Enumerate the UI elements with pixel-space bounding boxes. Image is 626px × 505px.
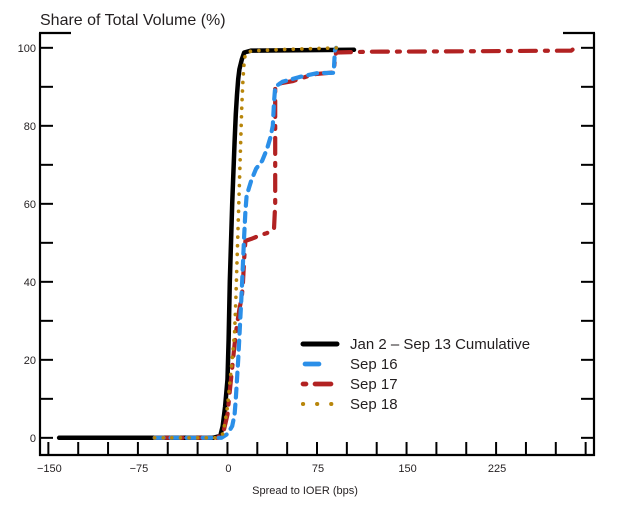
axes-frame bbox=[38, 31, 596, 457]
y-tick-label: 60 bbox=[24, 199, 36, 211]
y-axis: 0 20 40 60 80 100 bbox=[18, 43, 594, 445]
series-line-sep-16 bbox=[152, 45, 339, 440]
legend-label-jan-2-sep-13-cumulative: Jan 2 – Sep 13 Cumulative bbox=[350, 336, 530, 353]
plot-area bbox=[56, 45, 577, 441]
x-axis: −150 −75 0 75 150 225 bbox=[37, 442, 587, 475]
x-tick-label: 225 bbox=[488, 463, 506, 475]
y-tick-label: 100 bbox=[18, 43, 36, 55]
legend: Jan 2 – Sep 13 Cumulative Sep 16 Sep 17 Sep… bbox=[300, 336, 530, 413]
x-axis-label: Spread to IOER (bps) bbox=[252, 485, 358, 497]
legend-label-sep-17: Sep 17 bbox=[350, 376, 398, 393]
y-tick-label: 0 bbox=[30, 433, 36, 445]
x-tick-label: −150 bbox=[37, 463, 62, 475]
series-line-sep-18 bbox=[152, 46, 342, 440]
x-tick-label: 150 bbox=[398, 463, 416, 475]
y-tick-label: 40 bbox=[24, 277, 36, 289]
chart-title: Share of Total Volume (%) bbox=[40, 12, 226, 29]
series-line-jan-2-sep-13-cumulative bbox=[56, 47, 357, 441]
legend-label-sep-16: Sep 16 bbox=[350, 356, 398, 373]
x-tick-label: −75 bbox=[130, 463, 149, 475]
y-tick-label: 80 bbox=[24, 121, 36, 133]
y-tick-label: 20 bbox=[24, 355, 36, 367]
x-tick-label: 75 bbox=[312, 463, 324, 475]
legend-label-sep-18: Sep 18 bbox=[350, 396, 398, 413]
x-tick-label: 0 bbox=[225, 463, 231, 475]
